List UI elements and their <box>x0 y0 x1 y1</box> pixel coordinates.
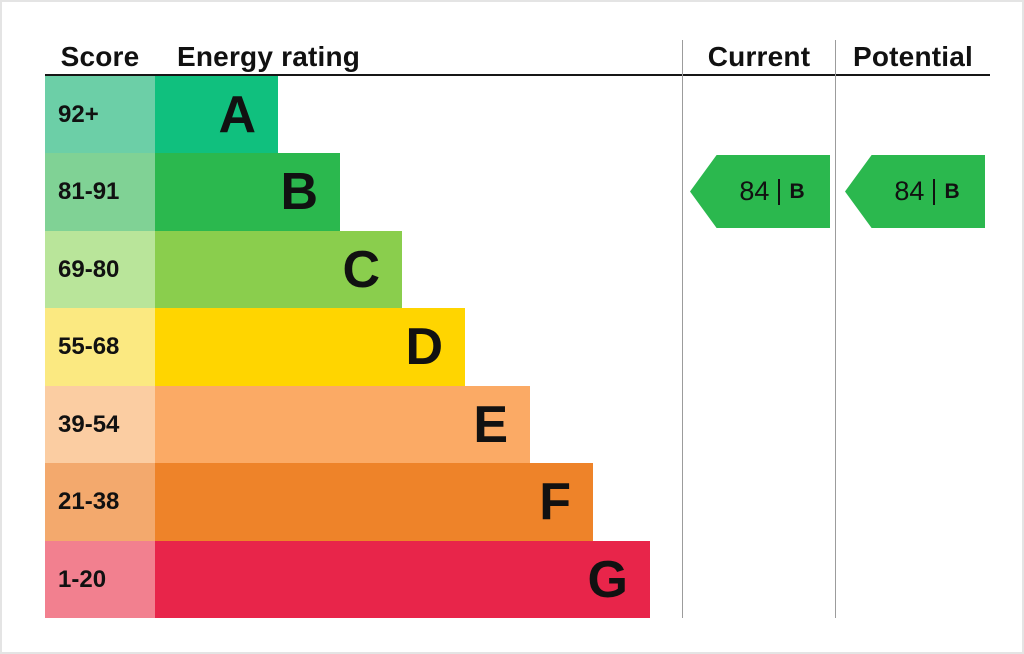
band-row-b: 81-91 B <box>45 153 340 231</box>
current-rating-arrow: 84 B <box>690 155 830 228</box>
band-row-f: 21-38 F <box>45 463 593 541</box>
score-range-c: 69-80 <box>45 231 155 308</box>
current-rating-letter: B <box>789 179 805 203</box>
energy-rating-column-header: Energy rating <box>177 40 361 72</box>
potential-rating-letter: B <box>944 179 960 203</box>
score-range-a: 92+ <box>45 76 155 153</box>
band-row-c: 69-80 C <box>45 231 402 308</box>
rating-bar-c: C <box>155 231 402 308</box>
score-range-d: 55-68 <box>45 308 155 386</box>
score-range-e: 39-54 <box>45 386 155 463</box>
score-range-f: 21-38 <box>45 463 155 541</box>
arrow-divider <box>778 178 781 205</box>
score-range-b: 81-91 <box>45 153 155 231</box>
potential-column-header: Potential <box>852 40 974 72</box>
current-column-divider <box>682 40 683 618</box>
current-column-header: Current <box>707 40 811 72</box>
band-row-g: 1-20 G <box>45 541 650 618</box>
score-range-g: 1-20 <box>45 541 155 618</box>
band-row-d: 55-68 D <box>45 308 465 386</box>
score-column-header: Score <box>60 40 140 72</box>
rating-bar-f: F <box>155 463 593 541</box>
header-underline <box>45 74 990 76</box>
potential-rating-arrow: 84 B <box>845 155 985 228</box>
potential-rating-value: 84 <box>894 176 925 206</box>
current-rating-value: 84 <box>739 176 770 206</box>
rating-bar-a: A <box>155 76 278 153</box>
band-row-e: 39-54 E <box>45 386 530 463</box>
rating-bar-e: E <box>155 386 530 463</box>
arrow-divider <box>933 178 936 205</box>
band-row-a: 92+ A <box>45 76 278 153</box>
rating-bar-d: D <box>155 308 465 386</box>
rating-bar-g: G <box>155 541 650 618</box>
rating-bar-b: B <box>155 153 340 231</box>
potential-column-divider <box>835 40 836 618</box>
